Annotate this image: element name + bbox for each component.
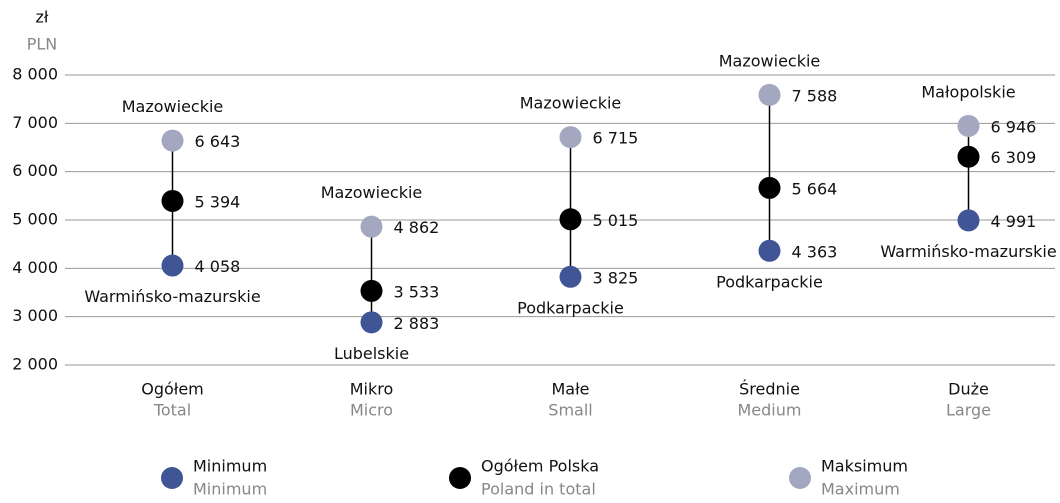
value-label: 5 394 — [195, 192, 241, 211]
dot — [559, 265, 582, 288]
legend-label: Ogółem Polska — [481, 457, 599, 476]
x-tick-label: Duże — [948, 380, 989, 399]
value-label: 6 643 — [195, 132, 241, 151]
dot — [758, 239, 781, 262]
value-label: 4 363 — [792, 242, 838, 261]
legend-swatch — [449, 467, 471, 489]
value-label: 4 991 — [991, 212, 1037, 231]
region-label: Mazowieckie — [321, 183, 423, 202]
dot — [360, 215, 383, 238]
region-label: Lubelskie — [334, 344, 409, 363]
region-label: Warmińsko-mazurskie — [880, 242, 1056, 261]
x-tick-label: Małe — [552, 380, 590, 399]
x-tick-label: Średnie — [739, 380, 800, 399]
legend-swatch — [789, 467, 811, 489]
dot — [360, 311, 383, 334]
dot — [559, 126, 582, 149]
y-tick-label: 3 000 — [12, 306, 58, 325]
region-label: Mazowieckie — [520, 94, 622, 113]
value-label: 6 715 — [593, 129, 639, 148]
value-label: 4 862 — [394, 218, 440, 237]
y-tick-label: 7 000 — [12, 113, 58, 132]
dot — [161, 129, 184, 152]
x-tick-label-en: Small — [548, 401, 592, 420]
x-tick-label-en: Micro — [350, 401, 393, 420]
legend-label: Maksimum — [821, 457, 908, 476]
region-label: Podkarpackie — [517, 298, 624, 317]
dot — [957, 145, 980, 168]
legend-label: Minimum — [193, 457, 267, 476]
dot — [957, 114, 980, 137]
legend-swatch — [161, 467, 183, 489]
x-tick-label-en: Large — [946, 401, 991, 420]
region-label: Mazowieckie — [719, 51, 821, 70]
region-label: Mazowieckie — [122, 97, 224, 116]
dot — [758, 83, 781, 106]
dot — [161, 189, 184, 212]
y-tick-label: 6 000 — [12, 161, 58, 180]
value-label: 2 883 — [394, 314, 440, 333]
x-tick-label: Mikro — [350, 380, 394, 399]
y-tick-label: 4 000 — [12, 258, 58, 277]
y-tick-label: 2 000 — [12, 355, 58, 374]
value-label: 3 825 — [593, 268, 639, 287]
legend-label-en: Poland in total — [481, 480, 596, 499]
value-label: 5 015 — [593, 211, 639, 230]
legend-label-en: Minimum — [193, 480, 267, 499]
dot — [161, 254, 184, 277]
x-tick-label-en: Total — [153, 401, 191, 420]
dot — [360, 279, 383, 302]
value-label: 5 664 — [792, 179, 838, 198]
value-label: 6 309 — [991, 148, 1037, 167]
x-tick-label: Ogółem — [141, 380, 204, 399]
y-axis-label: zł — [36, 8, 49, 27]
region-label: Podkarpackie — [716, 272, 823, 291]
region-label: Warmińsko-mazurskie — [84, 287, 260, 306]
dot — [957, 209, 980, 232]
x-tick-label-en: Medium — [738, 401, 802, 420]
y-tick-label: 5 000 — [12, 210, 58, 229]
dot — [559, 208, 582, 231]
y-axis-label-en: PLN — [27, 35, 58, 54]
y-tick-label: 8 000 — [12, 65, 58, 84]
legend-label-en: Maximum — [821, 480, 900, 499]
region-label: Małopolskie — [921, 82, 1015, 101]
value-label: 7 588 — [792, 86, 838, 105]
value-label: 6 946 — [991, 117, 1037, 136]
value-label: 4 058 — [195, 257, 241, 276]
dot — [758, 176, 781, 199]
value-label: 3 533 — [394, 282, 440, 301]
